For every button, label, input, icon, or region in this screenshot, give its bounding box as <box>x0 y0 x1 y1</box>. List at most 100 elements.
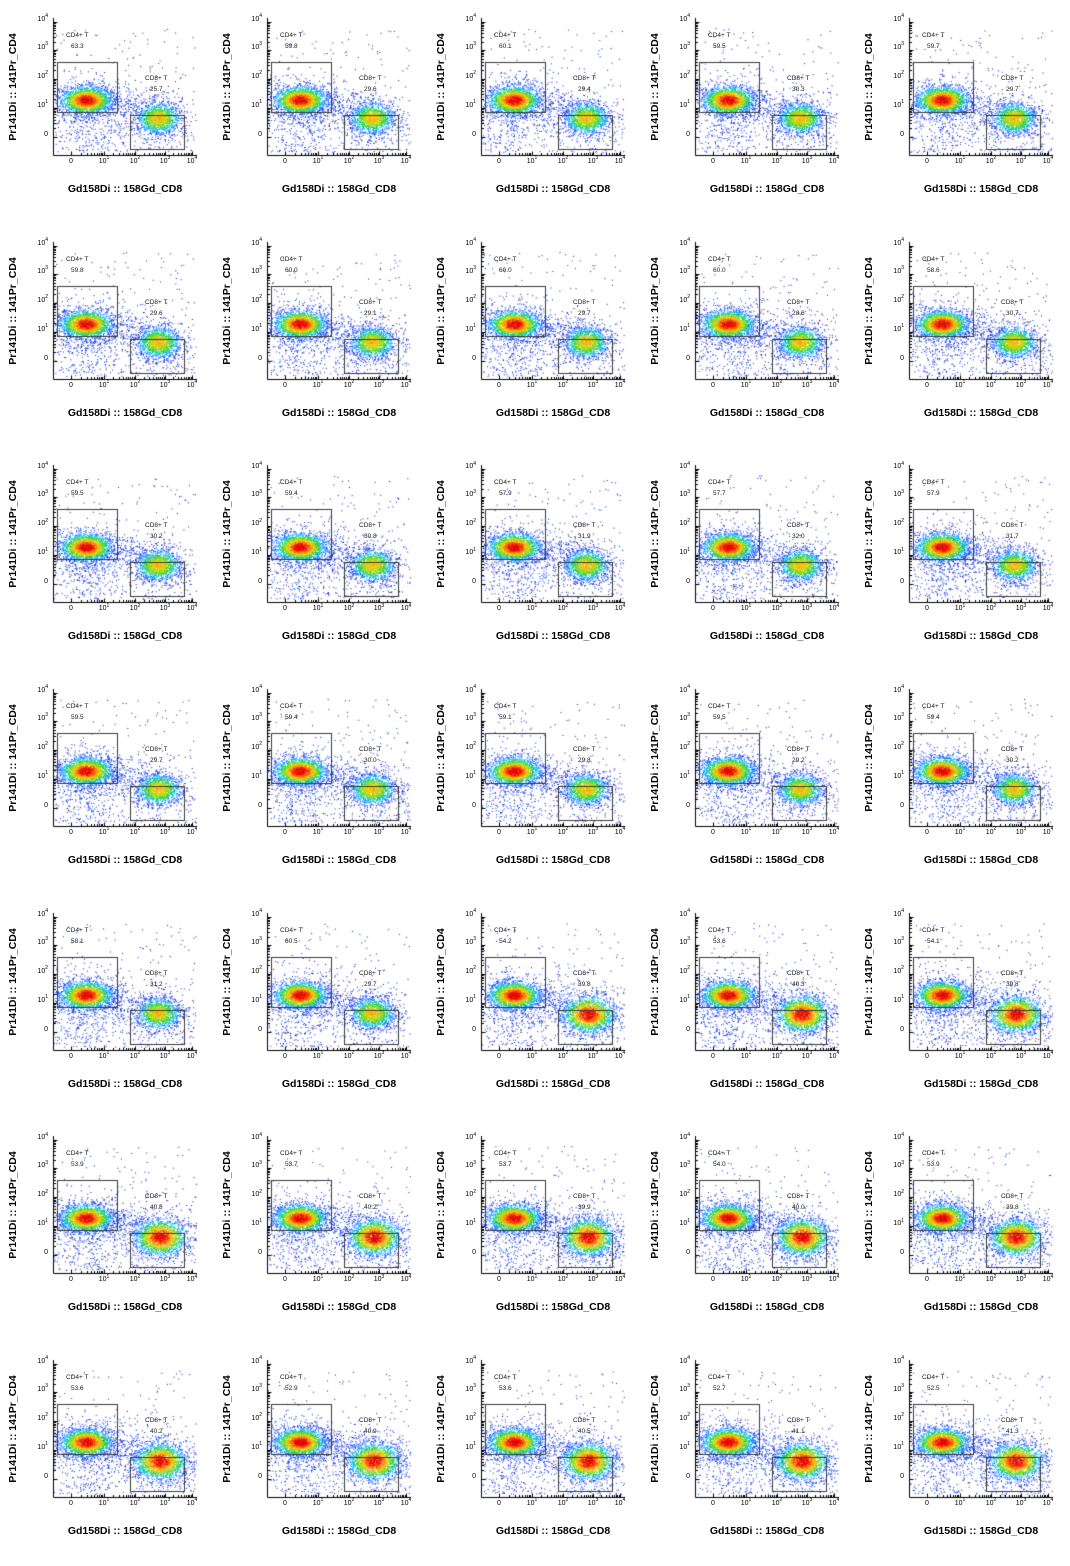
x-tick-label: 104 <box>828 826 840 837</box>
y-tick-label: 0 <box>258 1249 262 1257</box>
y-tick-label: 103 <box>893 41 904 51</box>
x-tick-label: 0 <box>497 1276 501 1284</box>
x-tick-label: 102 <box>557 602 569 613</box>
x-axis-title: Gd158Di :: 158Gd_CD8 <box>281 630 397 643</box>
scatter-canvas <box>214 1342 428 1566</box>
y-tick-label: 102 <box>465 1188 476 1199</box>
y-tick-label: 102 <box>679 70 690 80</box>
x-tick-label: 101 <box>98 155 110 165</box>
y-tick-label: 104 <box>37 1131 48 1142</box>
cd4-gate-label: CD4+ T <box>66 703 89 711</box>
cd8-gate-percent: 29.7 <box>150 757 163 765</box>
y-tick-label: 104 <box>251 684 262 695</box>
x-tick-label: 0 <box>497 158 501 165</box>
cd8-gate-label: CD8+ T <box>787 75 810 82</box>
y-tick-label: 104 <box>679 684 690 695</box>
y-tick-label: 103 <box>893 935 904 946</box>
scatter-canvas <box>856 0 1070 224</box>
cd8-gate-percent: 29.6 <box>364 86 377 93</box>
x-tick-label: 0 <box>69 1500 73 1508</box>
flow-plot-r2c5: CD4+ T 58.6 CD8+ T 30.7 Gd158Di :: 158Gd_CD8… <box>856 223 1070 448</box>
x-tick-label: 102 <box>771 1497 783 1508</box>
cd8-gate-percent: 28.6 <box>792 309 805 317</box>
cd4-gate-percent: 54.0 <box>713 1161 726 1169</box>
cd8-gate-percent: 29.1 <box>364 309 377 317</box>
x-tick-label: 103 <box>1015 602 1027 613</box>
y-tick-label: 104 <box>679 13 690 23</box>
x-tick-label: 0 <box>711 829 715 837</box>
y-tick-label: 103 <box>465 1383 476 1394</box>
x-tick-label: 103 <box>1015 1273 1027 1284</box>
x-tick-label: 0 <box>497 1500 501 1508</box>
y-tick-label: 101 <box>465 322 476 333</box>
y-tick-label: 103 <box>679 488 690 499</box>
flow-plot-r4c2: CD4+ T 59.4 CD8+ T 30.0 Gd158Di :: 158Gd_CD8… <box>214 671 428 895</box>
cd4-gate-label: CD4+ T <box>922 1374 945 1382</box>
y-tick-label: 102 <box>465 741 476 752</box>
x-tick-label: 102 <box>771 1273 783 1284</box>
x-tick-label: 102 <box>129 155 141 165</box>
x-tick-label: 102 <box>129 1273 141 1284</box>
x-tick-label: 104 <box>1042 155 1054 165</box>
y-tick-label: 101 <box>893 1441 904 1452</box>
cd8-gate-label: CD8+ T <box>1001 1417 1024 1425</box>
y-tick-label: 102 <box>679 1412 690 1423</box>
y-tick-label: 104 <box>37 907 48 918</box>
x-axis-title: Gd158Di :: 158Gd_CD8 <box>281 1301 397 1314</box>
flow-plot-r4c1: CD4+ T 59.5 CD8+ T 29.7 Gd158Di :: 158Gd_CD8… <box>0 671 214 895</box>
y-tick-label: 102 <box>37 517 48 528</box>
y-tick-label: 102 <box>251 517 262 528</box>
cd4-gate-label: CD4+ T <box>708 703 731 711</box>
y-tick-label: 104 <box>893 907 904 918</box>
cd4-gate-percent: 53.6 <box>713 937 726 945</box>
flow-plot-r5c4: CD4+ T 53.6 CD8+ T 40.3 Gd158Di :: 158Gd_CD8… <box>642 894 856 1119</box>
cd8-gate-label: CD8+ T <box>145 969 168 977</box>
x-tick-label: 103 <box>1015 1049 1027 1060</box>
y-tick-label: 0 <box>686 1473 690 1481</box>
x-tick-label: 101 <box>312 826 324 837</box>
y-tick-label: 103 <box>679 264 690 275</box>
cd4-gate-label: CD4+ T <box>708 32 731 39</box>
x-tick-label: 102 <box>129 602 141 613</box>
cd8-gate-percent: 30.8 <box>364 533 377 541</box>
x-tick-label: 104 <box>1042 1497 1054 1508</box>
x-tick-label: 103 <box>1015 378 1027 389</box>
cd8-gate-label: CD8+ T <box>145 298 168 306</box>
cd4-gate-label: CD4+ T <box>494 926 517 934</box>
y-tick-label: 101 <box>465 99 476 109</box>
y-tick-label: 0 <box>44 802 48 810</box>
cd8-gate-label: CD8+ T <box>145 522 168 530</box>
y-tick-label: 104 <box>679 907 690 918</box>
x-tick-label: 0 <box>497 829 501 837</box>
x-axis-title: Gd158Di :: 158Gd_CD8 <box>281 1525 397 1538</box>
x-axis-title: Gd158Di :: 158Gd_CD8 <box>709 1301 825 1314</box>
flow-plot-r6c3: CD4+ T 53.7 CD8+ T 39.9 Gd158Di :: 158Gd_CD8… <box>428 1118 642 1343</box>
y-tick-label: 102 <box>679 1188 690 1199</box>
scatter-canvas <box>428 447 642 672</box>
scatter-canvas <box>0 671 214 895</box>
y-tick-label: 104 <box>37 13 48 23</box>
y-tick-label: 101 <box>37 993 48 1004</box>
cd8-gate-label: CD8+ T <box>145 75 168 82</box>
cd4-gate-label: CD4+ T <box>922 1150 945 1158</box>
y-tick-label: 0 <box>900 802 904 810</box>
cd4-gate-label: CD4+ T <box>922 479 945 487</box>
y-tick-label: 102 <box>893 1412 904 1423</box>
x-tick-label: 104 <box>828 378 840 389</box>
y-tick-label: 0 <box>900 131 904 138</box>
y-tick-label: 102 <box>465 1412 476 1423</box>
flow-plot-r1c2: CD4+ T 59.8 CD8+ T 29.6 Gd158Di :: 158Gd_CD8… <box>214 0 428 224</box>
cd4-gate-percent: 53.6 <box>71 1385 84 1393</box>
x-tick-label: 101 <box>98 1049 110 1060</box>
x-tick-label: 0 <box>283 1276 287 1284</box>
y-tick-label: 101 <box>251 770 262 781</box>
y-tick-label: 0 <box>686 802 690 810</box>
x-tick-label: 102 <box>557 155 569 165</box>
cd4-gate-label: CD4+ T <box>494 1374 517 1382</box>
scatter-canvas <box>856 447 1070 672</box>
y-tick-label: 103 <box>251 712 262 723</box>
cd8-gate-percent: 40.9 <box>364 1428 377 1436</box>
x-tick-label: 101 <box>740 1273 752 1284</box>
cd4-gate-percent: 59.5 <box>71 490 84 498</box>
